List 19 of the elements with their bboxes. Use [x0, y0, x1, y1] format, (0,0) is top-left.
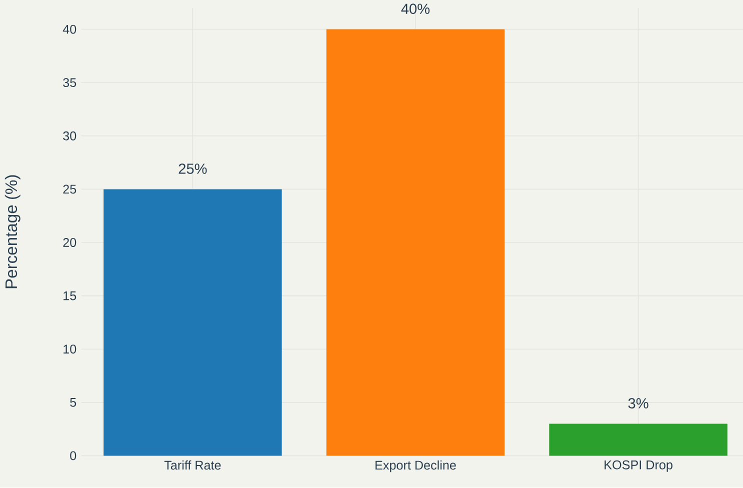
- data-label: 3%: [628, 398, 648, 409]
- data-label: 40%: [401, 4, 430, 14]
- y-tick-label: 0: [70, 451, 76, 460]
- y-tick-label: 5: [70, 398, 76, 408]
- y-axis-title: Percentage (%): [4, 176, 20, 288]
- bar: [104, 189, 282, 456]
- y-tick-label: 35: [63, 78, 76, 88]
- x-tick-label: KOSPI Drop: [604, 460, 672, 472]
- y-tick-label: 25: [63, 184, 76, 194]
- y-tick-label: 15: [64, 292, 76, 300]
- bar: [549, 424, 728, 456]
- x-tick-label: Export Decline: [376, 460, 456, 472]
- y-tick-label: 30: [63, 132, 76, 141]
- y-tick-label: 20: [63, 238, 76, 248]
- y-tick-label: 10: [64, 344, 76, 354]
- bar: [326, 30, 505, 456]
- y-tick-label: 40: [62, 25, 76, 34]
- data-label: 25%: [178, 164, 207, 174]
- x-tick-label: Tariff Rate: [164, 460, 221, 470]
